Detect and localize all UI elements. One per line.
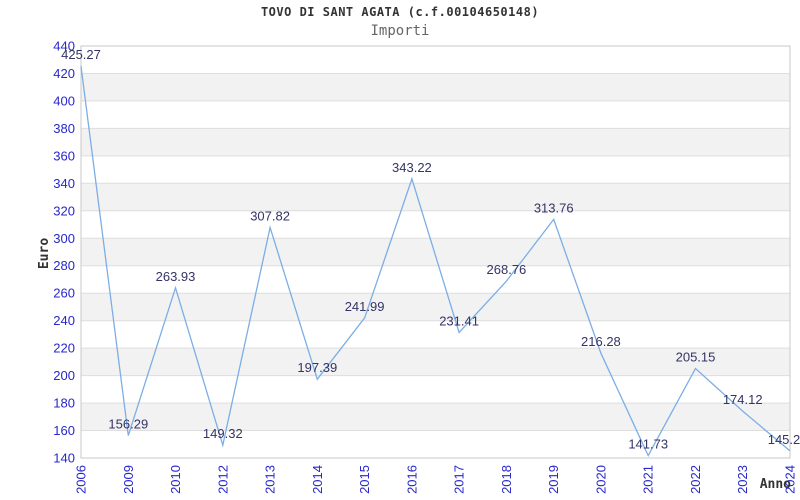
plot-band <box>81 73 790 101</box>
x-tick-label: 2006 <box>74 465 89 494</box>
x-tick-label: 2019 <box>546 465 561 494</box>
x-tick-label: 2015 <box>357 465 372 494</box>
chart-subtitle: Importi <box>370 23 430 39</box>
y-tick-label: 200 <box>53 368 75 383</box>
point-label: 149.32 <box>203 426 243 441</box>
chart-title: TOVO DI SANT AGATA (c.f.00104650148) <box>260 5 540 19</box>
y-tick-label: 240 <box>53 313 75 328</box>
x-tick-label: 2020 <box>593 465 608 494</box>
x-tick-label: 2012 <box>215 465 230 494</box>
point-label: 263.93 <box>156 269 196 284</box>
y-tick-label: 260 <box>53 286 75 301</box>
x-tick-label: 2013 <box>263 465 278 494</box>
y-tick-label: 300 <box>53 231 75 246</box>
x-tick-label: 2016 <box>404 465 419 494</box>
plot-band <box>81 348 790 376</box>
y-tick-label: 220 <box>53 341 75 356</box>
point-label: 174.12 <box>723 392 763 407</box>
x-tick-label: 2010 <box>168 465 183 494</box>
y-tick-label: 180 <box>53 396 75 411</box>
point-label: 231.41 <box>439 314 479 329</box>
y-tick-label: 400 <box>53 93 75 108</box>
y-tick-label: 280 <box>53 258 75 273</box>
y-tick-label: 420 <box>53 66 75 81</box>
point-label: 205.15 <box>676 350 716 365</box>
point-label: 156.29 <box>108 417 148 432</box>
point-label: 216.28 <box>581 334 621 349</box>
y-tick-label: 340 <box>53 176 75 191</box>
plot-border <box>80 45 791 459</box>
y-axis-title: Euro <box>37 237 53 270</box>
y-tick-label: 380 <box>53 121 75 136</box>
point-label: 141.73 <box>628 437 668 452</box>
point-label: 343.22 <box>392 160 432 175</box>
plot-band <box>81 238 790 266</box>
y-tick-label: 320 <box>53 203 75 218</box>
plot-band <box>81 403 790 431</box>
point-label: 307.82 <box>250 209 290 224</box>
x-tick-label: 2022 <box>688 465 703 494</box>
x-tick-label: 2023 <box>735 465 750 494</box>
point-label: 313.76 <box>534 200 574 215</box>
y-tick-label: 160 <box>53 423 75 438</box>
plot-band <box>81 183 790 211</box>
y-tick-label: 440 <box>53 39 75 54</box>
x-tick-label: 2014 <box>310 465 325 494</box>
x-tick-label: 2018 <box>499 465 514 494</box>
point-label: 268.76 <box>487 262 527 277</box>
point-label: 197.39 <box>297 360 337 375</box>
x-axis-title: Anno <box>759 477 791 492</box>
point-label: 145.2 <box>768 432 800 447</box>
point-label: 425.27 <box>61 47 101 62</box>
x-tick-label: 2017 <box>452 465 467 494</box>
plot-band <box>81 128 790 156</box>
y-tick-label: 140 <box>53 451 75 466</box>
y-tick-label: 360 <box>53 148 75 163</box>
plot-band <box>81 293 790 321</box>
x-tick-label: 2024 <box>783 465 798 494</box>
series-line <box>80 66 791 458</box>
x-tick-label: 2021 <box>641 465 656 494</box>
x-tick-label: 2009 <box>121 465 136 494</box>
point-label: 241.99 <box>345 299 385 314</box>
